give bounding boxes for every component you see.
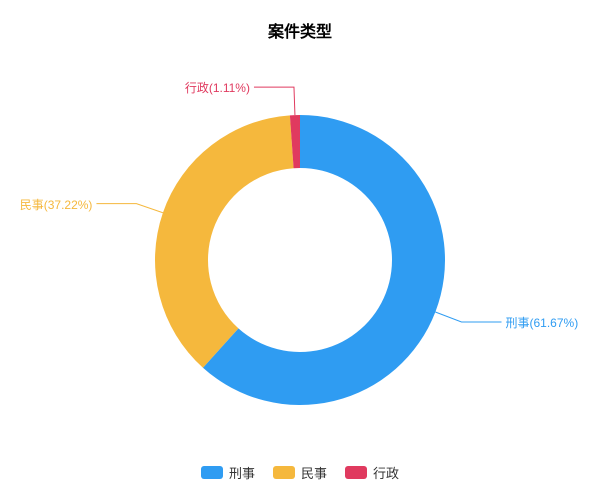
- legend-label: 刑事: [229, 463, 255, 482]
- leader-xingshi: [435, 312, 501, 322]
- legend-label: 民事: [301, 463, 327, 482]
- legend-swatch: [201, 466, 223, 479]
- legend-swatch: [273, 466, 295, 479]
- legend-item[interactable]: 刑事: [201, 463, 255, 482]
- leader-minshi: [96, 204, 162, 213]
- legend: 刑事 民事 行政: [0, 463, 600, 482]
- leader-xingzheng: [254, 87, 295, 115]
- donut-chart: [0, 0, 600, 500]
- legend-item[interactable]: 行政: [345, 463, 399, 482]
- legend-label: 行政: [373, 463, 399, 482]
- legend-item[interactable]: 民事: [273, 463, 327, 482]
- callout-xingzheng: 行政(1.11%): [185, 79, 250, 96]
- donut-slices: [155, 115, 445, 405]
- callout-minshi: 民事(37.22%): [20, 196, 93, 213]
- slice-minshi: [155, 115, 294, 367]
- chart-container: 案件类型 刑事(61.67%)民事(37.22%)行政(1.11%) 刑事民事行…: [0, 0, 600, 500]
- legend-swatch: [345, 466, 367, 479]
- callout-xingshi: 刑事(61.67%): [506, 314, 579, 331]
